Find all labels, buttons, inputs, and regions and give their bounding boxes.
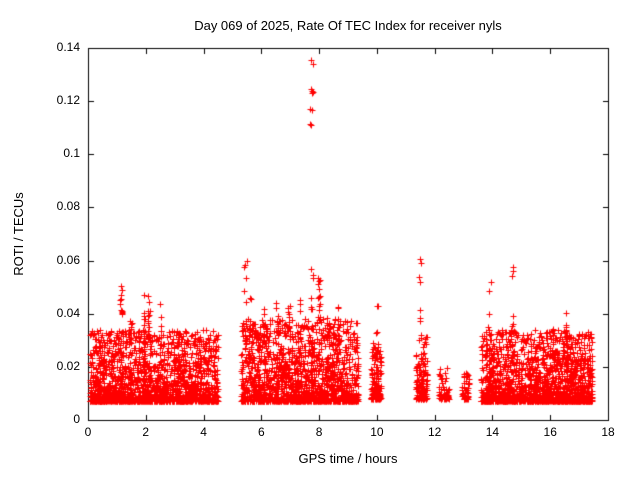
- y-tick-label: 0.1: [63, 146, 80, 161]
- x-tick-label: 4: [200, 425, 207, 439]
- x-tick-label: 10: [370, 425, 384, 439]
- y-tick-label: 0: [73, 412, 80, 426]
- x-axis-label: GPS time / hours: [298, 451, 398, 466]
- y-tick-label: 0.02: [56, 358, 80, 373]
- y-tick-label: 0.12: [56, 93, 80, 108]
- x-tick-label: 0: [84, 425, 92, 439]
- chart-title: Day 069 of 2025, Rate Of TEC Index for r…: [194, 18, 502, 33]
- x-tick-label: 18: [601, 425, 615, 439]
- x-tick-label: 12: [427, 425, 442, 439]
- x-tick-label: 8: [315, 425, 323, 439]
- x-tick-label: 6: [257, 425, 265, 439]
- y-axis-label: ROTI / TECUs: [11, 192, 26, 276]
- y-tick-label: 0.14: [56, 40, 80, 54]
- y-tick-label: 0.06: [56, 252, 80, 267]
- x-tick-label: 16: [543, 425, 557, 439]
- y-tick-label: 0.08: [56, 199, 80, 214]
- x-tick-label: 2: [142, 425, 150, 439]
- y-tick-label: 0.04: [56, 305, 80, 320]
- x-tick-label: 14: [485, 425, 500, 439]
